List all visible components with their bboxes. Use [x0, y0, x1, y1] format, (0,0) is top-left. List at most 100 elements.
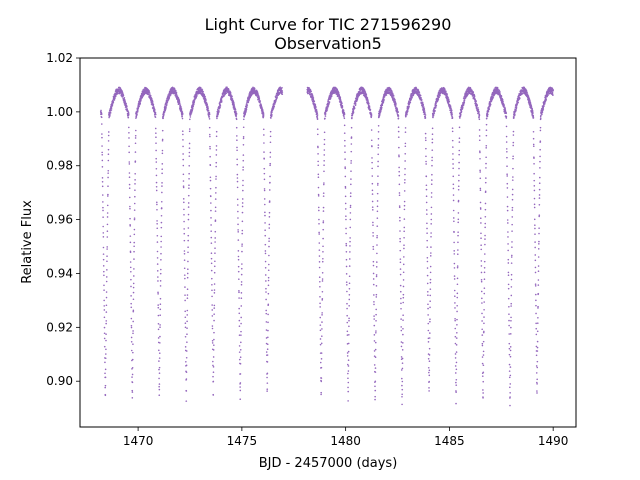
data-point	[238, 351, 241, 353]
data-point	[510, 326, 512, 329]
data-point	[213, 271, 216, 274]
data-point	[233, 104, 235, 107]
data-point	[155, 132, 157, 134]
data-point	[103, 289, 105, 291]
data-point	[506, 156, 508, 159]
y-tick-label: 0.98	[46, 159, 73, 173]
data-point	[533, 203, 536, 206]
x-tick-label: 1485	[434, 434, 465, 448]
data-point	[214, 219, 217, 221]
data-point	[323, 154, 326, 156]
data-point	[267, 303, 270, 306]
data-point	[486, 115, 489, 117]
data-point	[400, 329, 403, 332]
data-point	[346, 343, 349, 345]
data-point	[253, 87, 256, 90]
data-point	[270, 115, 273, 117]
data-point	[158, 360, 160, 362]
data-point	[326, 108, 329, 110]
data-point	[130, 302, 132, 305]
data-point	[535, 322, 537, 325]
data-point	[533, 197, 536, 200]
data-point	[319, 306, 321, 308]
data-point	[265, 337, 268, 339]
data-point	[264, 211, 266, 214]
data-point	[321, 278, 324, 280]
data-point	[240, 322, 242, 325]
data-point	[317, 176, 320, 179]
data-point	[539, 126, 542, 129]
data-point	[106, 204, 109, 207]
data-point	[240, 330, 242, 333]
data-point	[348, 287, 351, 290]
data-point	[372, 272, 375, 275]
data-point	[479, 189, 482, 191]
data-point	[188, 142, 191, 145]
data-point	[483, 316, 485, 318]
data-point	[477, 108, 480, 111]
data-point	[161, 191, 163, 194]
data-point	[239, 398, 242, 401]
data-point	[132, 275, 135, 277]
data-point	[526, 91, 528, 93]
data-point	[402, 319, 404, 321]
data-point	[350, 160, 352, 162]
data-point	[420, 98, 423, 101]
data-point	[187, 194, 190, 197]
data-point	[322, 237, 324, 240]
data-point	[374, 398, 376, 401]
data-point	[128, 187, 131, 190]
data-point	[376, 252, 378, 255]
data-point	[430, 232, 432, 234]
data-point	[371, 189, 374, 192]
data-point	[104, 384, 107, 387]
data-point	[211, 277, 213, 280]
data-point	[313, 100, 316, 103]
data-point	[430, 246, 432, 248]
data-point	[214, 260, 216, 263]
data-point	[479, 157, 481, 160]
data-point	[428, 360, 431, 363]
data-point	[481, 342, 484, 345]
data-point	[338, 92, 340, 94]
data-point	[397, 130, 400, 133]
data-point	[402, 279, 405, 281]
data-point	[323, 170, 325, 173]
data-point	[262, 112, 265, 114]
data-point	[130, 317, 133, 320]
data-point	[266, 348, 269, 351]
data-point	[552, 94, 554, 97]
data-point	[240, 273, 243, 276]
data-point	[348, 293, 351, 296]
data-point	[496, 86, 499, 89]
data-point	[281, 91, 284, 93]
data-point	[244, 111, 247, 114]
data-point	[233, 106, 236, 108]
data-point	[184, 322, 187, 324]
data-point	[532, 116, 535, 119]
data-point	[212, 366, 215, 368]
data-point	[366, 97, 369, 99]
data-point	[510, 256, 513, 258]
data-point	[152, 103, 155, 106]
data-point	[350, 162, 352, 164]
data-point	[345, 218, 347, 221]
data-point	[426, 239, 428, 242]
data-point	[535, 354, 538, 357]
data-point	[538, 194, 541, 196]
data-point	[210, 224, 212, 226]
data-point	[101, 166, 104, 168]
data-point	[431, 127, 434, 130]
data-point	[266, 390, 268, 392]
data-point	[536, 378, 538, 381]
data-point	[215, 175, 217, 178]
data-point	[399, 268, 402, 270]
data-point	[265, 298, 267, 301]
data-point	[535, 372, 538, 374]
data-point	[114, 95, 117, 97]
data-point	[238, 289, 240, 292]
data-point	[395, 102, 397, 105]
data-point	[114, 97, 116, 99]
data-point	[500, 95, 503, 97]
data-point	[106, 230, 109, 233]
